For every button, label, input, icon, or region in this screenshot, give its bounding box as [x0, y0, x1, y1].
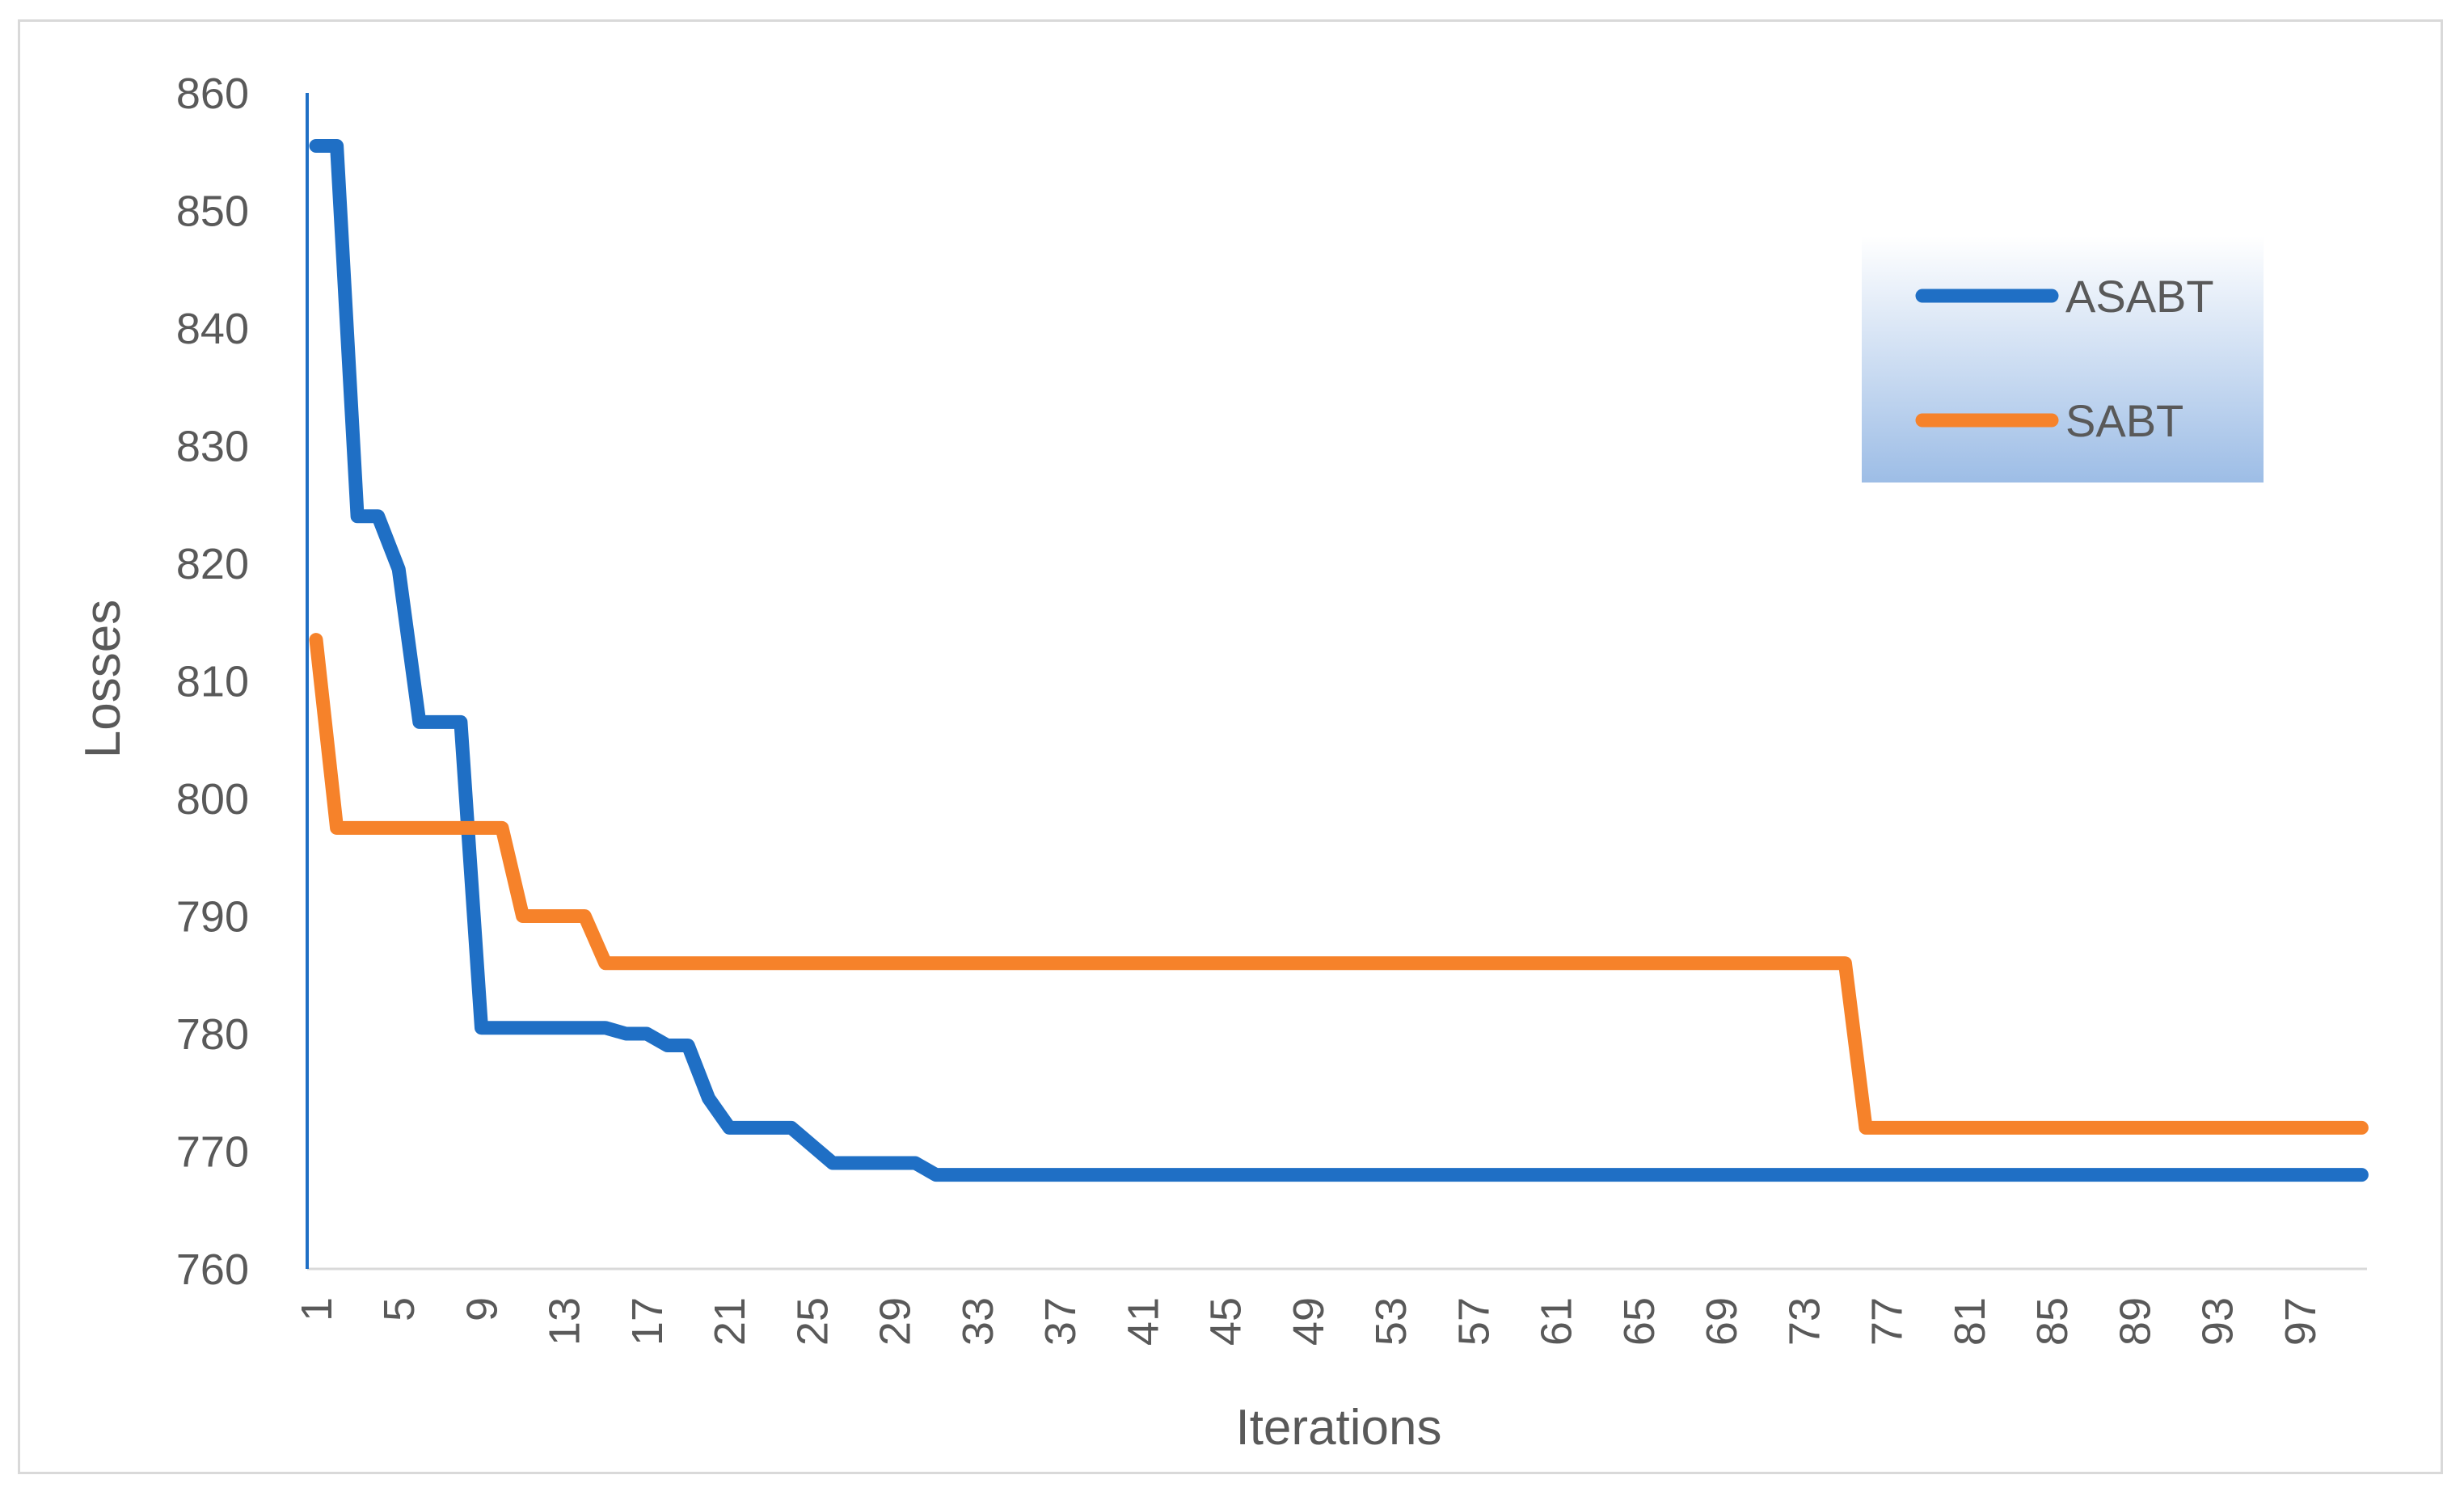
- x-tick-label: 45: [1202, 1297, 1251, 1346]
- y-tick-label: 760: [176, 1245, 249, 1294]
- x-tick-label: 49: [1285, 1297, 1333, 1346]
- series-line-asabt: [309, 139, 2369, 1182]
- x-tick-label: 77: [1863, 1297, 1912, 1346]
- y-tick-label: 770: [176, 1128, 249, 1177]
- x-tick-label: 25: [788, 1297, 837, 1346]
- y-axis-title: Losses: [75, 600, 131, 758]
- x-tick-label: 57: [1449, 1297, 1498, 1346]
- x-tick-label: 37: [1036, 1297, 1085, 1346]
- x-tick-label: 61: [1533, 1297, 1581, 1346]
- x-tick-label: 33: [954, 1297, 1002, 1346]
- y-tick-label: 860: [176, 70, 249, 118]
- chart-frame: [18, 19, 2443, 1474]
- x-tick-label: 9: [458, 1297, 506, 1321]
- y-tick-label: 820: [176, 540, 249, 588]
- legend-label-sabt: SABT: [2065, 395, 2183, 446]
- legend-label-asabt: ASABT: [2065, 271, 2214, 322]
- x-tick-label: 73: [1780, 1297, 1829, 1346]
- x-tick-label: 41: [1119, 1297, 1167, 1346]
- x-tick-label: 1: [293, 1297, 341, 1321]
- y-tick-label: 800: [176, 775, 249, 824]
- x-tick-label: 29: [871, 1297, 920, 1346]
- y-tick-label: 850: [176, 188, 249, 236]
- legend-background: [1862, 236, 2264, 483]
- x-tick-label: 81: [1946, 1297, 1994, 1346]
- y-tick-label: 830: [176, 423, 249, 471]
- x-tick-label: 21: [706, 1297, 754, 1346]
- y-tick-label: 790: [176, 893, 249, 942]
- x-tick-label: 5: [375, 1297, 424, 1321]
- y-tick-label: 840: [176, 305, 249, 353]
- x-axis-title: Iterations: [1235, 1400, 1441, 1456]
- x-tick-label: 53: [1367, 1297, 1416, 1346]
- series-line-sabt: [309, 633, 2369, 1135]
- x-tick-label: 85: [2028, 1297, 2077, 1346]
- y-tick-label: 780: [176, 1010, 249, 1059]
- legend: ASABT SABT: [1862, 236, 2264, 483]
- x-tick-label: 65: [1615, 1297, 1664, 1346]
- y-tick-label: 810: [176, 658, 249, 706]
- x-tick-label: 93: [2194, 1297, 2242, 1346]
- x-tick-label: 13: [541, 1297, 589, 1346]
- x-tick-label: 89: [2111, 1297, 2159, 1346]
- x-tick-label: 69: [1698, 1297, 1746, 1346]
- x-tick-label: 97: [2276, 1297, 2325, 1346]
- x-tick-label: 17: [623, 1297, 672, 1346]
